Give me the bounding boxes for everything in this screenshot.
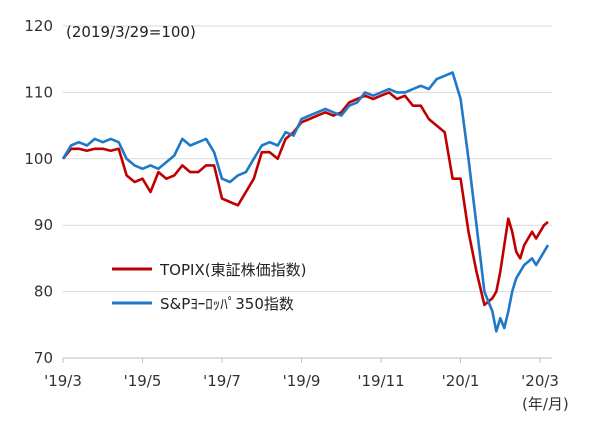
series-line-sp-europe-350 (61, 71, 550, 333)
x-tick-labels: '19/3 '19/5 '19/7 '19/9 '19/11 '20/1 '20/3 (44, 358, 559, 390)
y-tick-label: 80 (34, 283, 53, 301)
series-line-topix (61, 91, 549, 307)
base-date-annotation: (2019/3/29=100) (66, 23, 196, 41)
x-tick-label: '19/7 (203, 372, 241, 390)
y-tick-label: 90 (34, 216, 53, 234)
x-tick-label: '19/11 (357, 372, 404, 390)
x-unit-label: (年/月) (522, 395, 569, 413)
legend: TOPIX(東証株価指数) S&Pﾖｰﾛｯﾊﾟ350指数 (112, 261, 306, 313)
x-tick-label: '19/3 (44, 372, 82, 390)
y-tick-label: 110 (24, 83, 53, 101)
grid-lines (63, 25, 552, 359)
x-tick-label: '20/3 (521, 372, 559, 390)
x-tick-label: '20/1 (442, 372, 480, 390)
series-lines (61, 71, 550, 333)
x-tick-label: '19/5 (124, 372, 162, 390)
y-tick-labels: 70 80 90 100 110 120 (24, 17, 53, 367)
legend-label-sp-europe: S&Pﾖｰﾛｯﾊﾟ350指数 (160, 295, 294, 313)
y-tick-label: 100 (24, 150, 53, 168)
y-tick-label: 70 (34, 349, 53, 367)
legend-label-topix: TOPIX(東証株価指数) (159, 261, 306, 279)
x-tick-label: '19/9 (283, 372, 321, 390)
y-tick-label: 120 (24, 17, 53, 35)
